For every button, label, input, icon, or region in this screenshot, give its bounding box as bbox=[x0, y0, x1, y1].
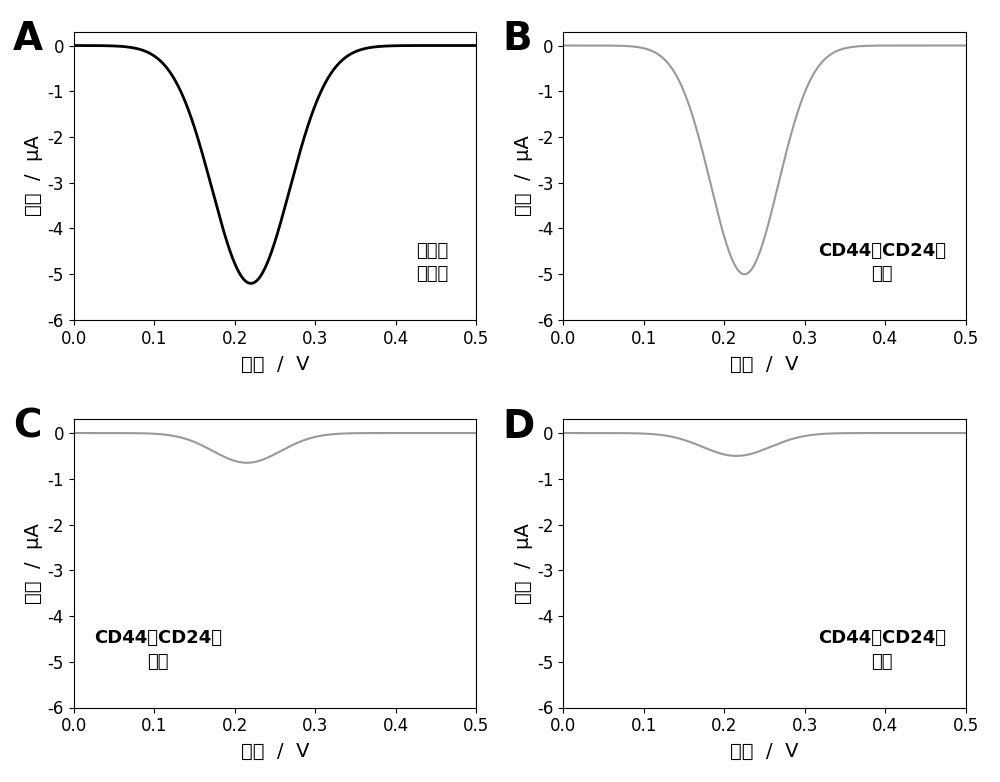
Text: CD44阴CD24阴
细胞: CD44阴CD24阴 细胞 bbox=[818, 629, 946, 671]
X-axis label: 电压  /  V: 电压 / V bbox=[241, 742, 309, 761]
Text: D: D bbox=[503, 407, 535, 446]
Y-axis label: 电流  /  μA: 电流 / μA bbox=[514, 135, 533, 217]
Y-axis label: 电流  /  μA: 电流 / μA bbox=[514, 523, 533, 604]
X-axis label: 电压  /  V: 电压 / V bbox=[730, 355, 799, 374]
Text: A: A bbox=[13, 20, 43, 58]
Text: 乳腺癌
干细胞: 乳腺癌 干细胞 bbox=[416, 242, 448, 283]
Y-axis label: 电流  /  μA: 电流 / μA bbox=[24, 135, 43, 217]
X-axis label: 电压  /  V: 电压 / V bbox=[241, 355, 309, 374]
Text: C: C bbox=[13, 407, 42, 446]
Text: B: B bbox=[503, 20, 532, 58]
Text: CD44阳CD24阳
细胞: CD44阳CD24阳 细胞 bbox=[818, 242, 946, 283]
Text: CD44阴CD24阳
细胞: CD44阴CD24阳 细胞 bbox=[94, 629, 222, 671]
X-axis label: 电压  /  V: 电压 / V bbox=[730, 742, 799, 761]
Y-axis label: 电流  /  μA: 电流 / μA bbox=[24, 523, 43, 604]
